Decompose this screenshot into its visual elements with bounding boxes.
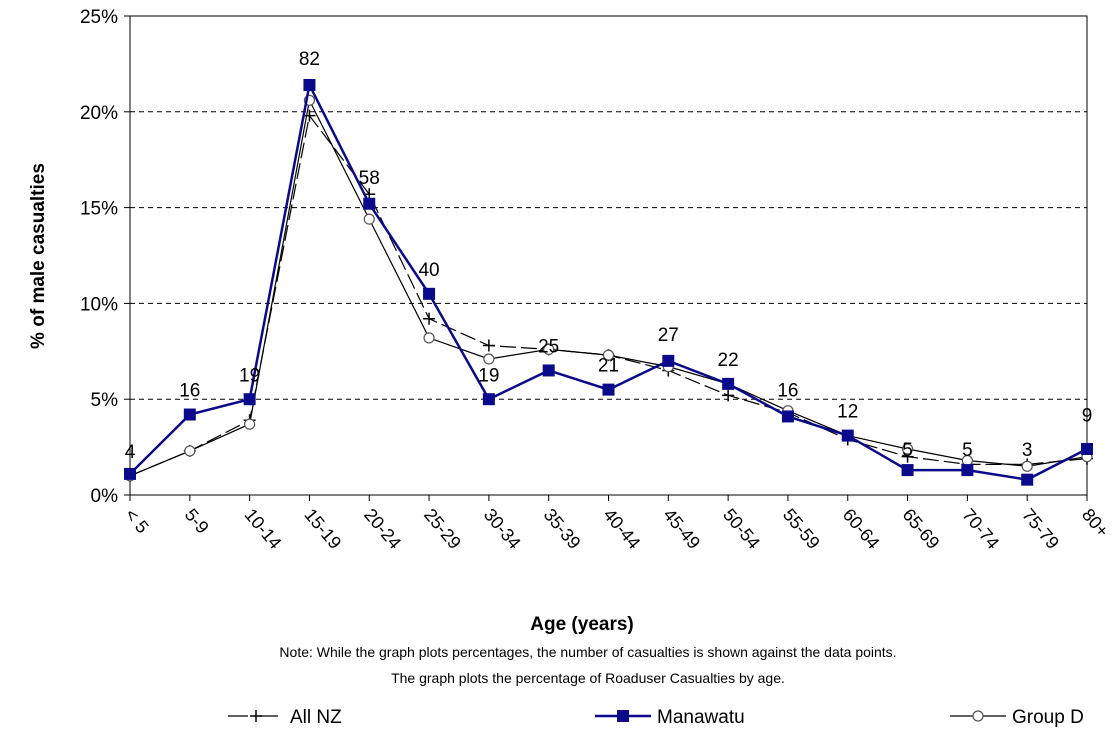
data-point [482, 339, 495, 352]
data-label: 21 [598, 356, 619, 377]
x-tick-label: 65-69 [898, 505, 943, 553]
x-tick-label: 5-9 [181, 505, 213, 538]
data-point [423, 287, 436, 300]
x-tick-label: 45-49 [659, 505, 704, 553]
x-tick-label: 20-24 [360, 505, 405, 553]
data-label: 22 [718, 350, 739, 371]
data-point [1081, 443, 1093, 456]
data-point [602, 349, 615, 361]
gridlines [130, 111, 1087, 400]
data-label: 40 [418, 260, 439, 281]
data-label: 12 [837, 402, 858, 423]
y-tick-label: 25% [80, 7, 118, 28]
data-point [542, 364, 555, 377]
legend-item: All NZ [228, 707, 342, 728]
data-point [303, 78, 316, 91]
x-tick-label: < 5 [121, 505, 153, 537]
y-tick-label: 15% [80, 199, 118, 220]
x-tick-label: 80+ [1078, 505, 1113, 541]
legend: All NZ Manawatu Group D [228, 707, 1084, 728]
data-point [781, 410, 794, 423]
data-label: 27 [658, 325, 679, 346]
series-line-group-d [129, 98, 1088, 477]
data-point [483, 353, 495, 365]
data-label: 58 [359, 168, 380, 189]
data-point [184, 445, 196, 457]
data-label: 3 [1022, 440, 1033, 461]
x-tick-label: 25-29 [420, 505, 465, 553]
x-tick-label: 35-39 [540, 505, 585, 553]
x-tick-label: 70-74 [958, 505, 1003, 553]
legend-marker [972, 710, 984, 722]
data-point [901, 464, 914, 477]
legend-label: Group D [1012, 707, 1084, 728]
note-line-1: Note: While the graph plots percentages,… [279, 644, 896, 660]
legend-marker [250, 710, 262, 722]
y-tick-label: 5% [91, 390, 119, 411]
data-point [303, 109, 316, 122]
note-line-2: The graph plots the percentage of Roadus… [391, 670, 785, 686]
data-point [543, 343, 555, 355]
y-tick-label: 0% [91, 486, 119, 507]
data-label: 19 [239, 365, 260, 386]
y-tick-label: 20% [80, 103, 118, 124]
x-tick-label: 75-79 [1018, 505, 1063, 553]
data-point [841, 429, 854, 442]
legend-item: Manawatu [595, 707, 745, 728]
data-label: 4 [125, 442, 136, 463]
data-point [1021, 473, 1034, 486]
data-point [602, 383, 615, 396]
data-label: 16 [777, 381, 798, 402]
legend-item: Group D [950, 707, 1084, 728]
data-point [722, 389, 735, 402]
data-point [901, 443, 914, 455]
data-point [1021, 460, 1033, 472]
y-axis-title: % of male casualties [28, 163, 49, 349]
x-tick-label: 60-64 [839, 505, 884, 553]
data-point [423, 332, 435, 344]
data-label: 5 [962, 440, 973, 461]
data-point [243, 393, 256, 406]
legend-label: All NZ [290, 707, 342, 728]
legend-label: Manawatu [657, 707, 745, 728]
legend-marker [617, 710, 629, 722]
data-label: 82 [299, 49, 320, 70]
series-line-manawatu [129, 81, 1088, 481]
data-point [482, 393, 495, 406]
data-point [363, 197, 376, 210]
data-label: 16 [179, 381, 200, 402]
x-tick-label: 15-19 [300, 505, 345, 553]
data-point [124, 467, 136, 480]
data-point [363, 213, 375, 225]
x-axis-title: Age (years) [530, 614, 634, 635]
data-point [722, 377, 735, 390]
x-tick-label: 30-34 [480, 505, 525, 553]
x-tick-label: 50-54 [719, 505, 764, 553]
data-label: 19 [478, 365, 499, 386]
x-axis-ticks: < 5 5-9 10-14 15-19 20-24 25-29 30-34 35-39 40-4… [121, 495, 1113, 553]
data-label: 25 [538, 337, 559, 358]
data-point [961, 464, 974, 477]
data-point [244, 418, 256, 430]
x-tick-label: 10-14 [241, 505, 286, 553]
series-lines [124, 78, 1093, 486]
data-labels: 4 16 19 82 58 40 19 25 21 27 22 16 12 5 5 3 9 [125, 49, 1093, 463]
data-label: 9 [1082, 406, 1093, 427]
y-tick-label: 10% [80, 294, 118, 315]
plot-area-border [129, 15, 1088, 496]
x-tick-label: 40-44 [599, 505, 644, 553]
data-label: 5 [902, 440, 913, 461]
data-point [183, 408, 196, 421]
data-point [662, 354, 675, 367]
y-axis-ticks: 0% 5% 10% 15% 20% 25% [80, 7, 130, 507]
data-point [423, 312, 436, 325]
x-tick-label: 55-59 [779, 505, 824, 553]
